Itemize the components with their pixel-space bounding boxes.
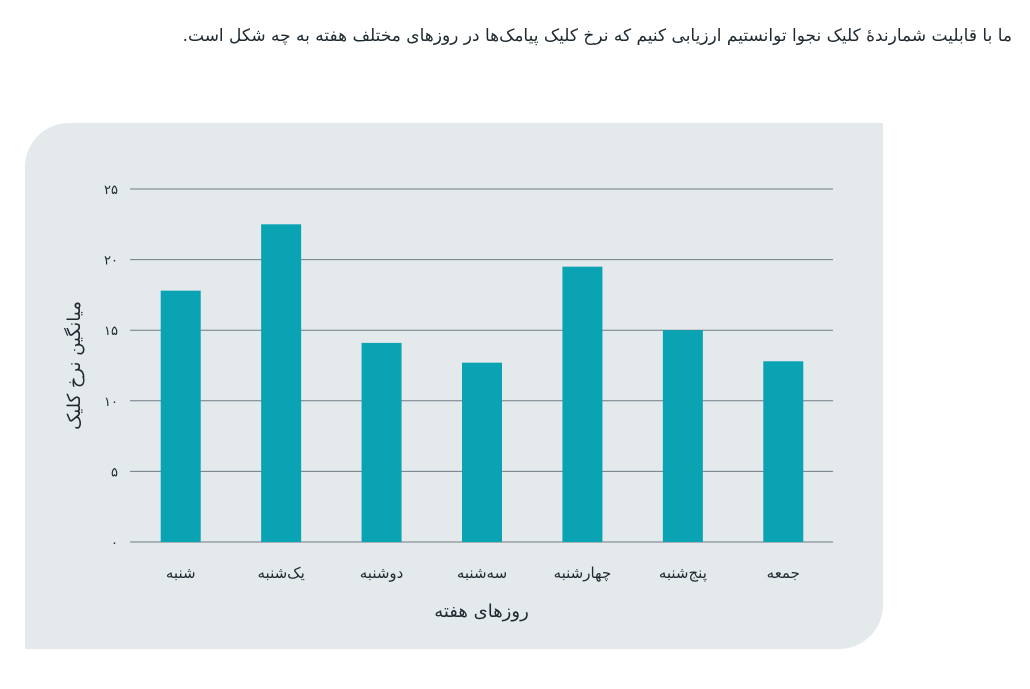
x-category-label: دوشنبه (360, 564, 404, 582)
y-axis-title: میانگین نرخ کلیک (63, 301, 85, 430)
bar (662, 330, 703, 542)
y-tick-label: ۱۰ (104, 395, 118, 410)
x-category-label: جمعه (767, 564, 800, 582)
x-category-label: یک‌شنبه (258, 564, 305, 582)
y-tick-labels: ۰ ۵ ۱۰ ۱۵ ۲۰ ۲۵ (104, 183, 118, 551)
y-tick-label: ۰ (111, 536, 118, 551)
x-category-label: سه‌شنبه (457, 564, 507, 582)
x-category-label: پنج‌شنبه (659, 564, 707, 583)
x-axis-title: روزهای هفته (434, 601, 529, 622)
x-category-label: شنبه (166, 564, 196, 582)
y-tick-label: ۲۵ (104, 183, 118, 198)
bar (261, 224, 302, 543)
bars (160, 224, 804, 543)
intro-text: ما با قابلیت شمارندهٔ کلیک نجوا توانستیم… (182, 26, 1012, 46)
bar (562, 266, 603, 542)
y-tick-label: ۲۰ (104, 254, 118, 269)
bar (160, 290, 201, 542)
y-tick-label: ۵ (111, 465, 118, 480)
bar (462, 362, 502, 542)
x-category-labels: شنبه یک‌شنبه دوشنبه سه‌شنبه چهارشنبه پنج‌شنبه… (166, 564, 800, 583)
bar (361, 342, 402, 542)
x-category-label: چهارشنبه (554, 564, 612, 582)
y-tick-label: ۱۵ (104, 324, 118, 339)
bar (763, 361, 804, 542)
